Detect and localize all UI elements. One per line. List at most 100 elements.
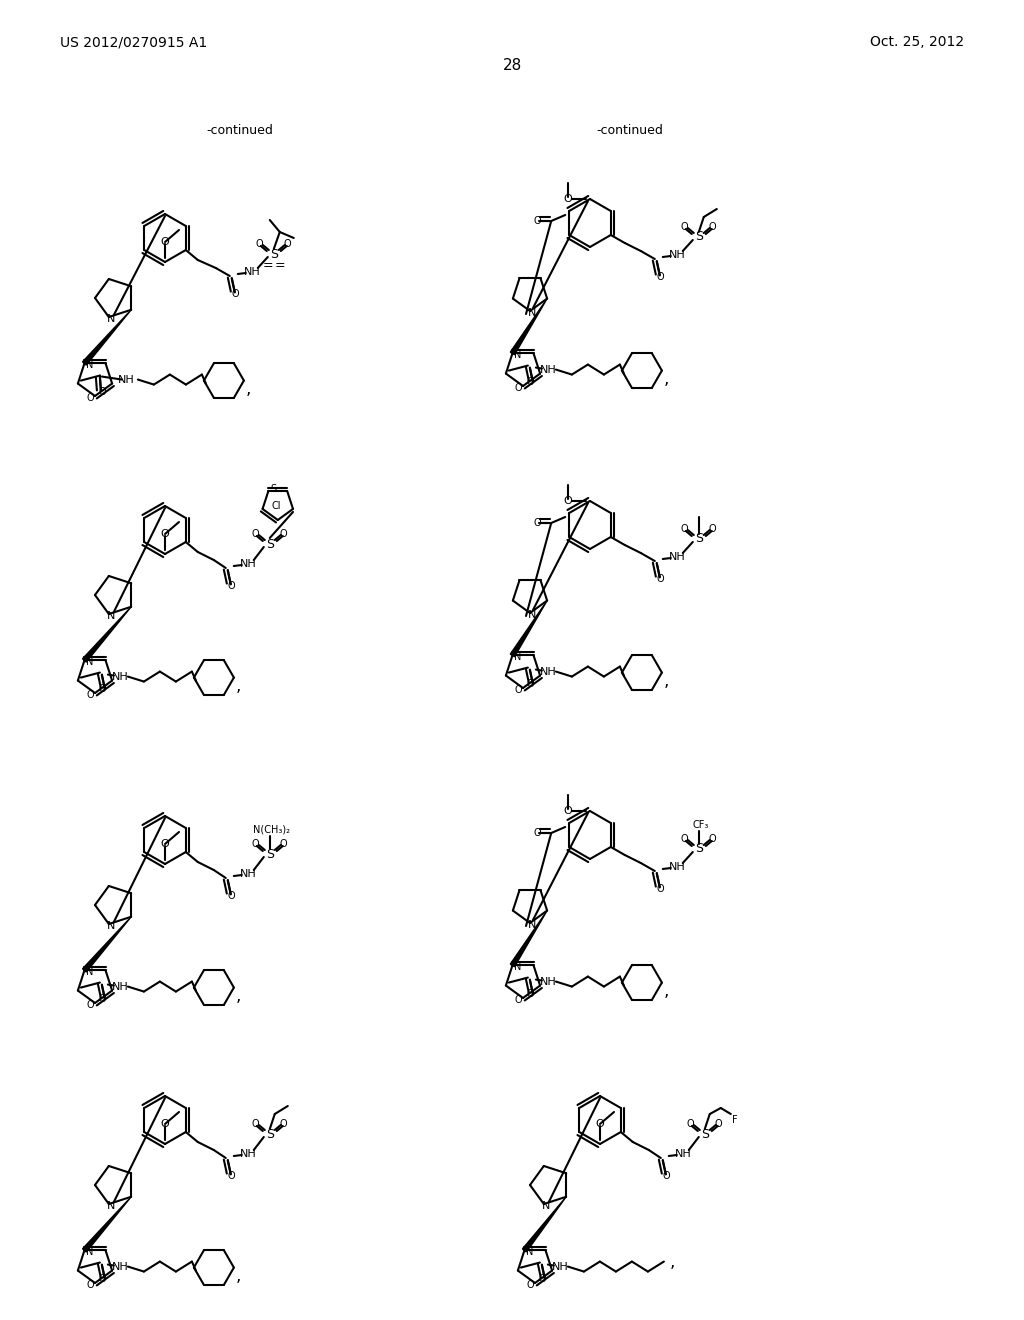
Text: O: O — [663, 1171, 671, 1181]
Text: NH: NH — [244, 267, 260, 277]
Text: O: O — [228, 891, 236, 902]
Text: O: O — [681, 524, 688, 535]
Text: NH: NH — [240, 558, 256, 569]
Text: NH: NH — [540, 364, 556, 375]
Text: NH: NH — [669, 552, 685, 562]
Text: Cl: Cl — [271, 502, 281, 511]
Text: O: O — [709, 222, 717, 232]
Text: O: O — [86, 393, 94, 403]
Polygon shape — [83, 1197, 131, 1253]
Text: Oct. 25, 2012: Oct. 25, 2012 — [869, 36, 964, 49]
Text: O: O — [161, 1119, 169, 1129]
Text: N: N — [514, 962, 521, 973]
Text: F: F — [732, 1115, 737, 1125]
Text: NH: NH — [669, 249, 685, 260]
Text: O: O — [681, 834, 688, 843]
Text: N: N — [542, 1201, 550, 1210]
Text: ,: , — [664, 370, 669, 388]
Text: O: O — [526, 1280, 534, 1290]
Text: O: O — [252, 840, 260, 849]
Text: N: N — [514, 652, 521, 663]
Text: O: O — [715, 1119, 723, 1129]
Text: ,: , — [236, 677, 241, 694]
Text: O: O — [232, 289, 240, 300]
Text: O: O — [86, 1280, 94, 1290]
Text: N(CH₃)₂: N(CH₃)₂ — [253, 825, 290, 836]
Polygon shape — [83, 917, 131, 972]
Text: N: N — [527, 920, 537, 931]
Text: O: O — [514, 383, 522, 393]
Text: 28: 28 — [503, 58, 521, 73]
Text: S: S — [695, 532, 702, 545]
Polygon shape — [83, 310, 131, 366]
Text: =: = — [262, 260, 273, 272]
Text: NH: NH — [112, 982, 128, 991]
Text: S: S — [266, 537, 273, 550]
Text: O: O — [596, 1119, 604, 1129]
Text: O: O — [98, 994, 105, 1003]
Text: S: S — [700, 1127, 709, 1140]
Text: O: O — [534, 216, 541, 226]
Text: S: S — [266, 1127, 273, 1140]
Polygon shape — [510, 298, 547, 355]
Text: N: N — [106, 314, 115, 323]
Text: ,: , — [245, 380, 251, 397]
Text: US 2012/0270915 A1: US 2012/0270915 A1 — [60, 36, 207, 49]
Text: O: O — [709, 834, 717, 843]
Text: NH: NH — [112, 672, 128, 681]
Text: S: S — [695, 231, 702, 243]
Text: O: O — [563, 194, 572, 205]
Text: O: O — [280, 1119, 288, 1129]
Text: O: O — [98, 1274, 105, 1283]
Text: O: O — [161, 529, 169, 539]
Text: O: O — [534, 517, 541, 528]
Text: N: N — [514, 350, 521, 360]
Text: O: O — [252, 1119, 260, 1129]
Text: O: O — [563, 807, 572, 816]
Text: O: O — [514, 685, 522, 696]
Text: ,: , — [236, 1267, 241, 1284]
Text: N: N — [86, 1247, 93, 1258]
Text: N: N — [86, 360, 93, 371]
Text: O: O — [538, 1274, 546, 1283]
Text: O: O — [681, 222, 688, 232]
Text: S: S — [266, 847, 273, 861]
Text: -continued: -continued — [597, 124, 664, 136]
Text: ,: , — [664, 672, 669, 689]
Text: N: N — [86, 657, 93, 668]
Polygon shape — [510, 911, 547, 966]
Text: N: N — [86, 968, 93, 977]
Text: O: O — [86, 1001, 94, 1010]
Text: O: O — [280, 529, 288, 539]
Text: O: O — [687, 1119, 694, 1129]
Text: O: O — [709, 524, 717, 535]
Text: O: O — [563, 496, 572, 506]
Text: =: = — [274, 260, 285, 272]
Text: O: O — [161, 238, 169, 247]
Text: O: O — [280, 840, 288, 849]
Text: O: O — [98, 387, 105, 396]
Text: S: S — [270, 484, 276, 494]
Text: O: O — [98, 684, 105, 693]
Text: O: O — [284, 239, 292, 249]
Text: ,: , — [670, 1253, 675, 1271]
Text: NH: NH — [118, 375, 134, 384]
Text: NH: NH — [240, 869, 256, 879]
Text: O: O — [657, 574, 665, 583]
Text: O: O — [228, 581, 236, 591]
Polygon shape — [83, 607, 131, 663]
Text: O: O — [534, 828, 541, 838]
Text: N: N — [527, 610, 537, 620]
Text: N: N — [527, 308, 537, 318]
Text: O: O — [228, 1171, 236, 1181]
Text: O: O — [526, 989, 534, 998]
Text: O: O — [657, 272, 665, 282]
Text: NH: NH — [540, 977, 556, 986]
Text: O: O — [86, 690, 94, 700]
Text: N: N — [106, 921, 115, 931]
Text: NH: NH — [552, 1262, 568, 1271]
Text: NH: NH — [540, 667, 556, 677]
Text: O: O — [526, 376, 534, 387]
Text: ,: , — [664, 982, 669, 999]
Text: N: N — [525, 1247, 534, 1258]
